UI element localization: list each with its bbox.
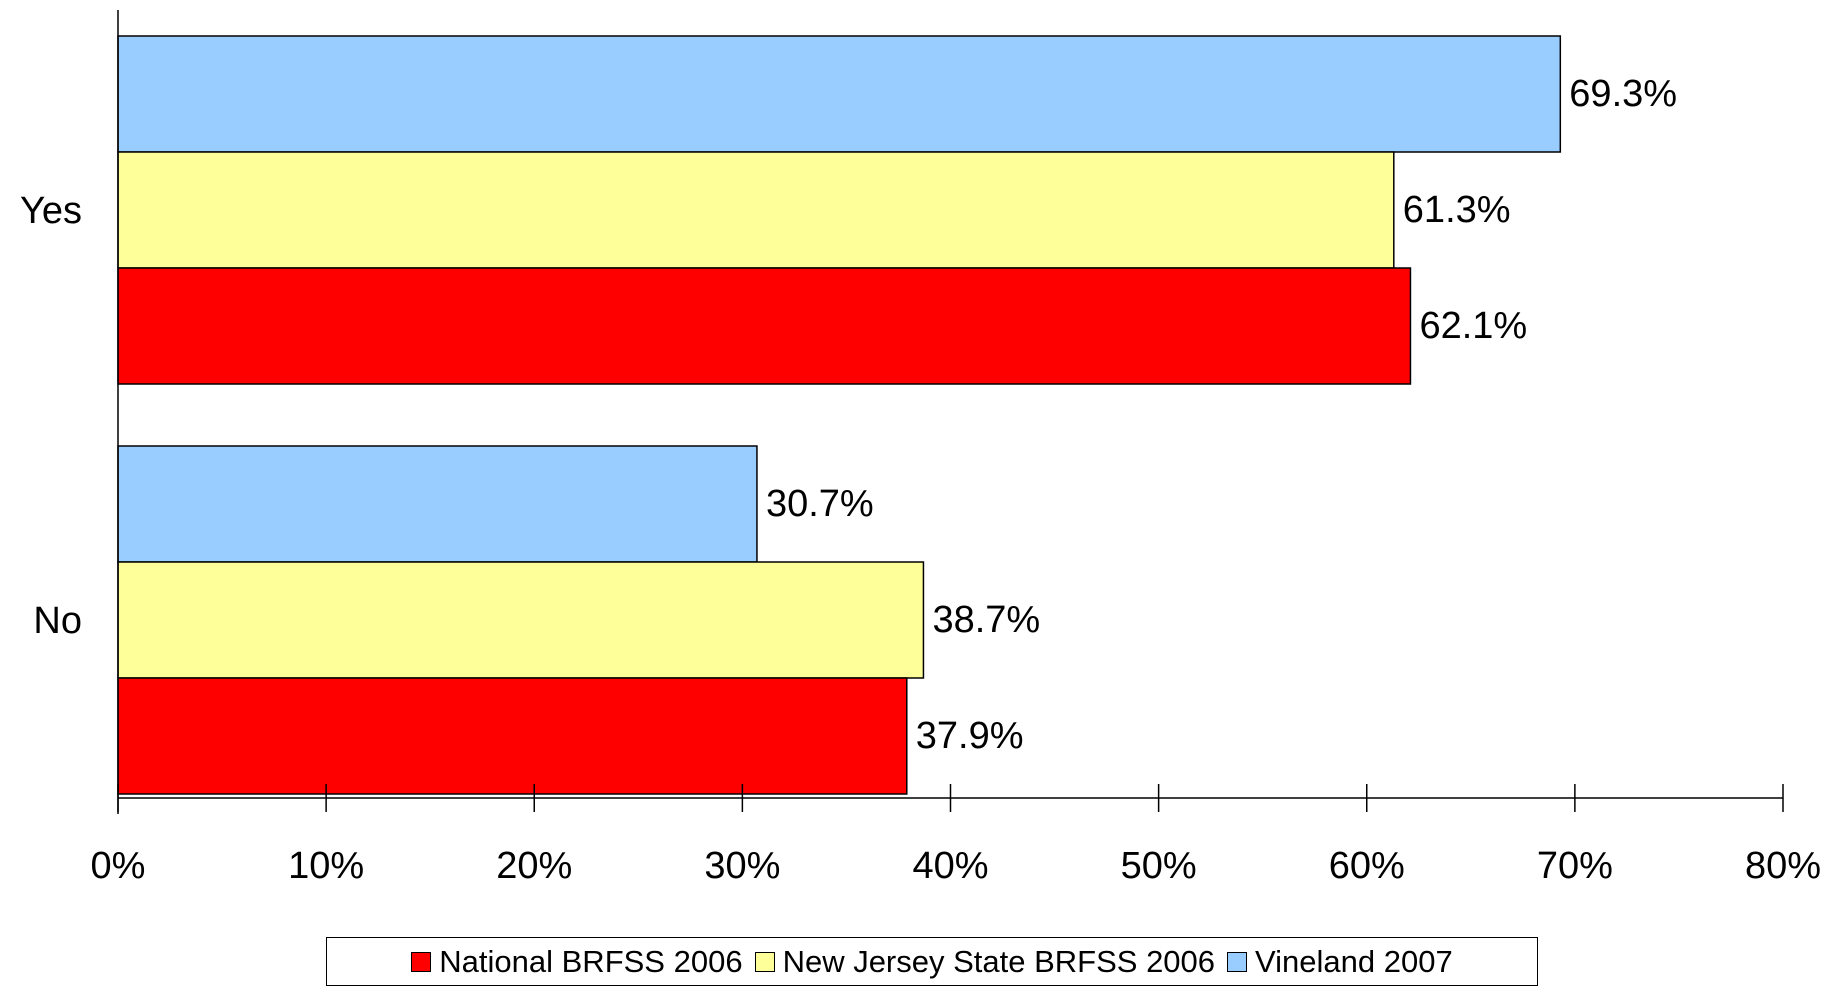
bar-no-series-2: [117, 445, 758, 563]
bar-yes-series-2: [117, 35, 1562, 153]
category-label-yes: Yes: [20, 190, 82, 232]
bar-yes-series-0: [117, 267, 1412, 385]
legend-item-vineland: Vineland 2007: [1227, 944, 1453, 980]
bar-no-series-1: [117, 561, 925, 679]
x-tick-label-6: 60%: [1329, 845, 1405, 887]
bar-no-series-0: [117, 677, 908, 795]
bar-yes-series-1: [117, 151, 1395, 269]
chart-plot: 69.3% 61.3% 62.1% Yes 30.7% 38.7% 37.9% No 0% 10%…: [20, 10, 1821, 887]
legend-label-new-jersey: New Jersey State BRFSS 2006: [782, 943, 1216, 979]
data-label-yes-series-2: 69.3%: [1569, 73, 1677, 115]
chart-legend: National BRFSS 2006 New Jersey State BRF…: [326, 937, 1538, 986]
data-label-yes-series-1: 61.3%: [1403, 189, 1511, 231]
legend-swatch-new-jersey: [754, 951, 775, 972]
x-tick-label-0: 0%: [91, 845, 146, 887]
legend-label-vineland: Vineland 2007: [1255, 943, 1453, 979]
x-tick-label-3: 30%: [704, 845, 780, 887]
legend-item-new-jersey: New Jersey State BRFSS 2006: [754, 943, 1216, 980]
data-label-yes-series-0: 62.1%: [1419, 305, 1527, 347]
x-tick-label-1: 10%: [288, 845, 364, 887]
x-tick-label-8: 80%: [1745, 845, 1821, 887]
x-tick-label-2: 20%: [496, 845, 572, 887]
legend-label-national: National BRFSS 2006: [439, 943, 743, 979]
data-label-no-series-1: 38.7%: [932, 599, 1040, 641]
x-tick-label-4: 40%: [912, 845, 988, 887]
data-label-no-series-2: 30.7%: [766, 483, 874, 525]
legend-swatch-vineland: [1227, 951, 1248, 972]
x-tick-label-5: 50%: [1121, 845, 1197, 887]
x-tick-label-7: 70%: [1537, 845, 1613, 887]
data-label-no-series-0: 37.9%: [916, 715, 1024, 757]
legend-swatch-national: [411, 951, 432, 972]
legend-item-national: National BRFSS 2006: [411, 943, 743, 980]
category-label-no: No: [33, 600, 82, 642]
